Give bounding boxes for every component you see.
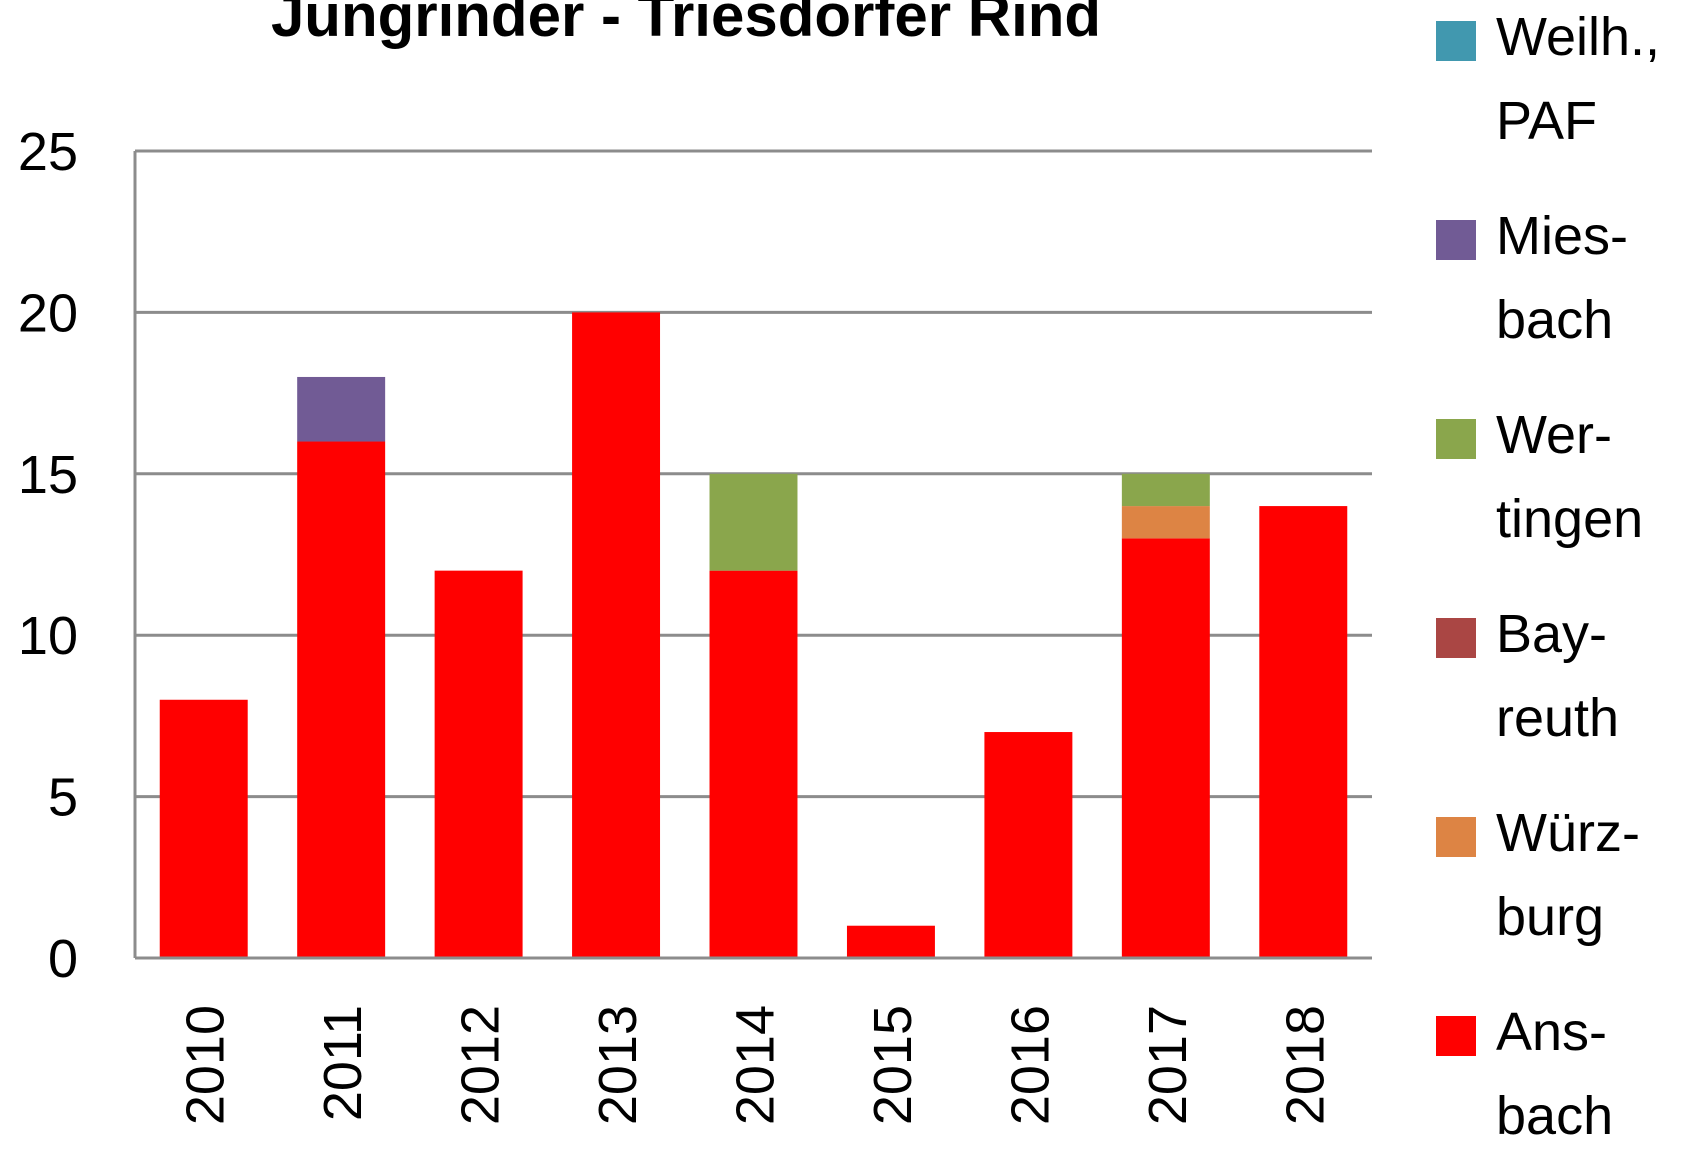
bar-segment — [1121, 538, 1210, 958]
bar-segment — [1259, 506, 1348, 958]
y-tick-label: 20 — [18, 283, 78, 343]
legend-label: Wer-tingen — [1496, 405, 1643, 549]
x-tick-label: 2017 — [1138, 1005, 1198, 1125]
y-tick-label: 10 — [18, 606, 78, 666]
x-tick-label: 2012 — [451, 1005, 511, 1125]
x-tick-label: 2013 — [588, 1005, 648, 1125]
y-tick-label: 5 — [48, 768, 78, 828]
bar-segment — [297, 441, 386, 958]
bar-segment — [434, 570, 523, 958]
bar-segment — [984, 732, 1073, 958]
bar-segment — [709, 473, 798, 571]
legend-swatch — [1436, 618, 1476, 658]
legend-label: Ans-bach — [1496, 1002, 1613, 1146]
legend-label: Mies-bach — [1496, 206, 1628, 350]
legend-label: Weilh., PAF — [1496, 7, 1660, 151]
bar-segment — [297, 376, 386, 442]
y-tick-label: 15 — [18, 445, 78, 505]
y-tick-label: 25 — [18, 122, 78, 182]
legend-swatch — [1436, 1016, 1476, 1056]
bar-segment — [572, 312, 661, 958]
legend-swatch — [1436, 220, 1476, 260]
x-tick-label: 2018 — [1275, 1005, 1335, 1125]
x-tick-label: 2014 — [726, 1005, 786, 1125]
x-tick-label: 2011 — [313, 1005, 373, 1121]
bar-segment — [159, 699, 248, 958]
legend-label: Bay-reuth — [1496, 604, 1619, 748]
y-tick-label: 0 — [48, 929, 78, 989]
bar-segment — [846, 925, 935, 958]
bar-segment — [709, 570, 798, 958]
x-tick-label: 2010 — [176, 1005, 236, 1125]
bar-segment — [1121, 506, 1210, 539]
bar-segment — [1121, 473, 1210, 507]
legend-label: Würz-burg — [1496, 803, 1640, 947]
legend-swatch — [1436, 21, 1476, 61]
legend-swatch — [1436, 419, 1476, 459]
x-tick-label: 2016 — [1000, 1005, 1060, 1125]
chart-title: Jungrinder - Triesdorfer Rind — [271, 0, 1101, 49]
legend-swatch — [1436, 817, 1476, 857]
x-tick-label: 2015 — [863, 1005, 923, 1125]
